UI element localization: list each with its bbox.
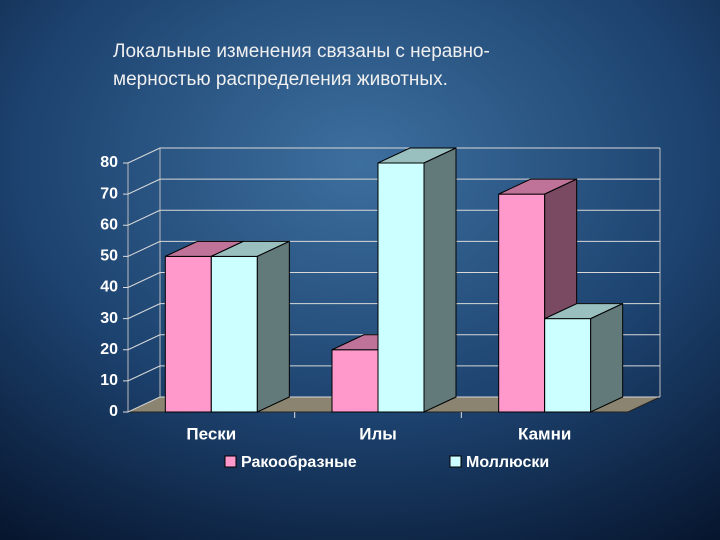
bar-side — [256, 240, 290, 413]
x-tick-label: Камни — [518, 424, 571, 443]
legend-label: Моллюски — [466, 454, 549, 471]
grid-line — [127, 147, 161, 164]
y-tick-label: 50 — [100, 248, 118, 265]
y-tick-label: 30 — [100, 310, 118, 327]
legend-swatch — [224, 455, 237, 468]
legend-label: Ракообразные — [241, 454, 357, 471]
legend-swatch — [449, 455, 462, 468]
title-line: мерностью распределения животных. — [113, 69, 448, 90]
y-tick-label: 10 — [100, 372, 118, 389]
grid-line — [127, 396, 161, 413]
bar — [331, 349, 379, 413]
y-tick-label: 20 — [100, 341, 118, 358]
grid-line — [127, 334, 161, 351]
grid-line — [127, 240, 161, 257]
bar — [498, 193, 546, 413]
grid-line — [127, 365, 161, 382]
x-tick-label: Илы — [359, 424, 397, 443]
grid-line — [127, 178, 161, 195]
bar — [210, 255, 258, 413]
plot: 0 10 20 30 40 50 60 70 80 Пески Илы Камни Ракообразн… — [100, 147, 661, 471]
title-line: Локальные изменения связаны с неравно- — [113, 41, 490, 62]
grid-line — [127, 209, 161, 226]
y-tick-label: 60 — [100, 216, 118, 233]
bar-side — [590, 302, 624, 413]
y-tick-label: 70 — [100, 185, 118, 202]
y-tick-label: 0 — [109, 403, 118, 420]
bar — [164, 255, 212, 413]
y-tick-label: 80 — [100, 154, 118, 171]
grid-line — [127, 303, 161, 320]
x-tick-label: Пески — [186, 424, 236, 443]
bar-side — [423, 147, 457, 413]
y-tick-label: 40 — [100, 279, 118, 296]
bar — [544, 318, 592, 413]
grid-line — [127, 272, 161, 288]
bar — [377, 162, 425, 413]
